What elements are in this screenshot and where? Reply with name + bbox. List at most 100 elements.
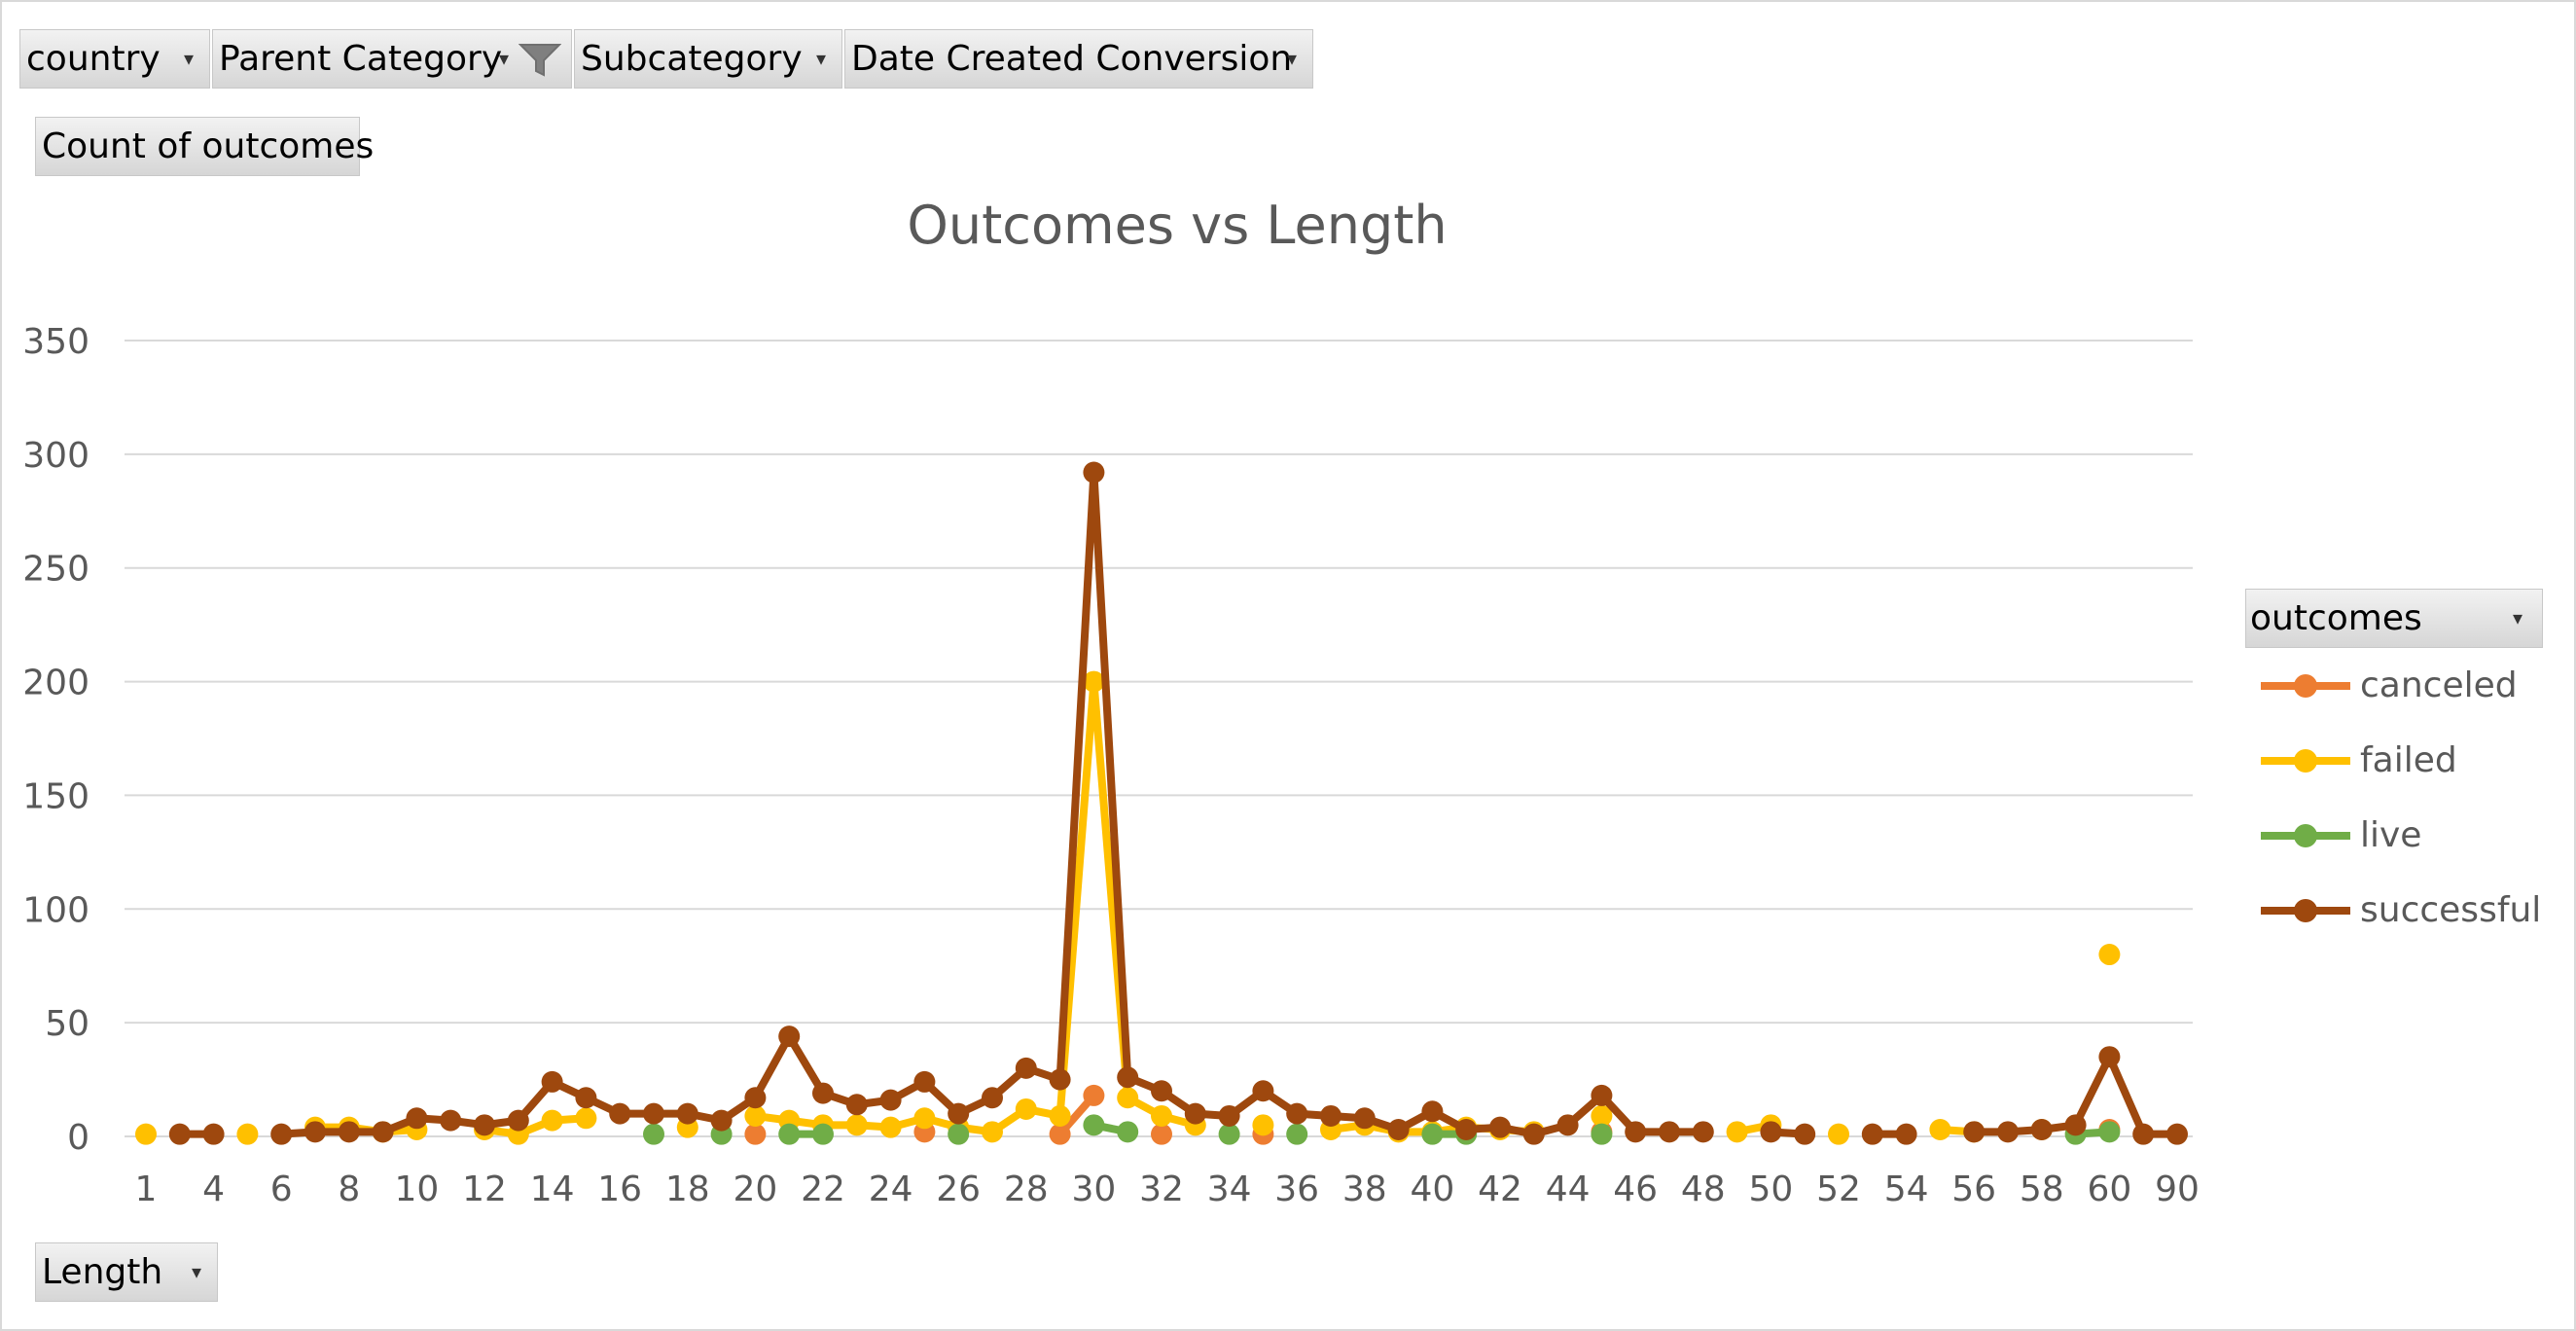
- data-point-successful[interactable]: [1963, 1121, 1986, 1143]
- data-point-failed[interactable]: [1151, 1104, 1172, 1127]
- data-point-live[interactable]: [1218, 1123, 1240, 1145]
- data-point-failed[interactable]: [982, 1121, 1003, 1143]
- data-point-successful[interactable]: [1049, 1068, 1071, 1091]
- data-point-live[interactable]: [948, 1123, 970, 1145]
- data-point-failed[interactable]: [1252, 1114, 1274, 1136]
- data-point-successful[interactable]: [1489, 1116, 1511, 1138]
- data-point-successful[interactable]: [575, 1087, 597, 1109]
- data-point-successful[interactable]: [778, 1025, 801, 1048]
- data-point-live[interactable]: [643, 1123, 664, 1145]
- data-point-failed[interactable]: [1083, 670, 1105, 693]
- data-point-successful[interactable]: [168, 1123, 191, 1145]
- axis-field-button[interactable]: Length ▾: [35, 1242, 218, 1302]
- values-field-button[interactable]: Count of outcomes: [35, 117, 374, 176]
- data-point-successful[interactable]: [710, 1109, 733, 1132]
- data-point-successful[interactable]: [643, 1102, 664, 1125]
- data-point-failed[interactable]: [1828, 1123, 1849, 1145]
- data-point-canceled[interactable]: [1049, 1123, 1071, 1145]
- data-point-successful[interactable]: [676, 1102, 698, 1125]
- data-point-successful[interactable]: [1353, 1107, 1376, 1130]
- data-point-successful[interactable]: [879, 1089, 902, 1111]
- data-point-live[interactable]: [778, 1123, 801, 1145]
- data-point-failed[interactable]: [1049, 1104, 1071, 1127]
- data-point-successful[interactable]: [744, 1087, 767, 1109]
- subcategory-filter-button[interactable]: Subcategory ▾: [574, 29, 842, 89]
- data-point-failed[interactable]: [575, 1107, 597, 1130]
- data-point-failed[interactable]: [913, 1107, 936, 1130]
- data-point-successful[interactable]: [845, 1094, 868, 1116]
- data-point-successful[interactable]: [1861, 1123, 1883, 1145]
- data-point-successful[interactable]: [1421, 1100, 1444, 1123]
- data-point-successful[interactable]: [1151, 1080, 1172, 1102]
- data-point-live[interactable]: [2098, 1121, 2121, 1143]
- data-point-live[interactable]: [1286, 1123, 1308, 1145]
- data-point-successful[interactable]: [1252, 1080, 1274, 1102]
- data-point-successful[interactable]: [1522, 1123, 1545, 1145]
- data-point-successful[interactable]: [2132, 1123, 2155, 1145]
- data-point-successful[interactable]: [1591, 1084, 1613, 1106]
- data-point-successful[interactable]: [1997, 1121, 2019, 1143]
- data-point-successful[interactable]: [1320, 1104, 1342, 1127]
- data-point-failed[interactable]: [1117, 1087, 1139, 1109]
- data-point-successful[interactable]: [1083, 461, 1105, 484]
- data-point-failed[interactable]: [236, 1123, 259, 1145]
- data-point-successful[interactable]: [2098, 1046, 2121, 1068]
- data-point-live[interactable]: [1083, 1114, 1105, 1136]
- data-point-successful[interactable]: [2166, 1123, 2188, 1145]
- data-point-successful[interactable]: [541, 1070, 563, 1093]
- legend-field-button[interactable]: outcomes ▾: [2245, 589, 2543, 648]
- data-point-successful[interactable]: [1556, 1114, 1579, 1136]
- data-point-successful[interactable]: [913, 1070, 936, 1093]
- data-point-successful[interactable]: [1218, 1104, 1240, 1127]
- data-point-live[interactable]: [1421, 1123, 1444, 1145]
- data-point-successful[interactable]: [1760, 1121, 1782, 1143]
- data-point-successful[interactable]: [2064, 1114, 2087, 1136]
- data-point-successful[interactable]: [304, 1121, 326, 1143]
- data-point-successful[interactable]: [1184, 1102, 1206, 1125]
- data-point-successful[interactable]: [812, 1082, 834, 1104]
- data-point-failed[interactable]: [1929, 1118, 1951, 1140]
- data-point-live[interactable]: [812, 1123, 834, 1145]
- data-point-failed[interactable]: [879, 1116, 902, 1138]
- dropdown-arrow-icon: ▾: [183, 47, 194, 70]
- data-point-successful[interactable]: [406, 1107, 428, 1130]
- data-point-successful[interactable]: [1015, 1057, 1037, 1079]
- data-point-successful[interactable]: [982, 1087, 1003, 1109]
- data-point-failed[interactable]: [845, 1114, 868, 1136]
- x-tick-label: 48: [1681, 1169, 1726, 1209]
- data-point-live[interactable]: [1591, 1123, 1613, 1145]
- data-point-successful[interactable]: [1387, 1118, 1410, 1140]
- data-point-canceled[interactable]: [1151, 1123, 1172, 1145]
- data-point-failed[interactable]: [1591, 1104, 1613, 1127]
- data-point-successful[interactable]: [338, 1121, 360, 1143]
- data-point-successful[interactable]: [1794, 1123, 1816, 1145]
- data-point-failed[interactable]: [541, 1109, 563, 1132]
- data-point-successful[interactable]: [609, 1102, 631, 1125]
- data-point-failed[interactable]: [135, 1123, 157, 1145]
- data-point-successful[interactable]: [474, 1114, 495, 1136]
- data-point-failed[interactable]: [1726, 1121, 1748, 1143]
- country-filter-button[interactable]: country ▾: [19, 29, 210, 89]
- data-point-failed[interactable]: [2098, 944, 2121, 966]
- data-point-successful[interactable]: [440, 1109, 462, 1132]
- data-point-live[interactable]: [1117, 1121, 1139, 1143]
- data-point-successful[interactable]: [1659, 1121, 1680, 1143]
- data-point-successful[interactable]: [1286, 1102, 1308, 1125]
- data-point-successful[interactable]: [270, 1123, 293, 1145]
- data-point-successful[interactable]: [948, 1102, 970, 1125]
- data-point-successful[interactable]: [1692, 1121, 1714, 1143]
- date-created-filter-button[interactable]: Date Created Conversion ▾: [844, 29, 1313, 89]
- data-point-successful[interactable]: [2030, 1118, 2053, 1140]
- data-point-canceled[interactable]: [744, 1123, 767, 1145]
- data-point-successful[interactable]: [1117, 1066, 1139, 1089]
- data-point-canceled[interactable]: [1083, 1084, 1105, 1106]
- data-point-successful[interactable]: [1455, 1118, 1478, 1140]
- data-point-failed[interactable]: [744, 1104, 767, 1127]
- data-point-successful[interactable]: [507, 1109, 529, 1132]
- data-point-successful[interactable]: [202, 1123, 225, 1145]
- parent-category-filter-button[interactable]: Parent Category ▾: [212, 29, 572, 89]
- data-point-successful[interactable]: [372, 1121, 394, 1143]
- data-point-successful[interactable]: [1625, 1121, 1647, 1143]
- data-point-successful[interactable]: [1895, 1123, 1917, 1145]
- data-point-failed[interactable]: [1015, 1097, 1037, 1120]
